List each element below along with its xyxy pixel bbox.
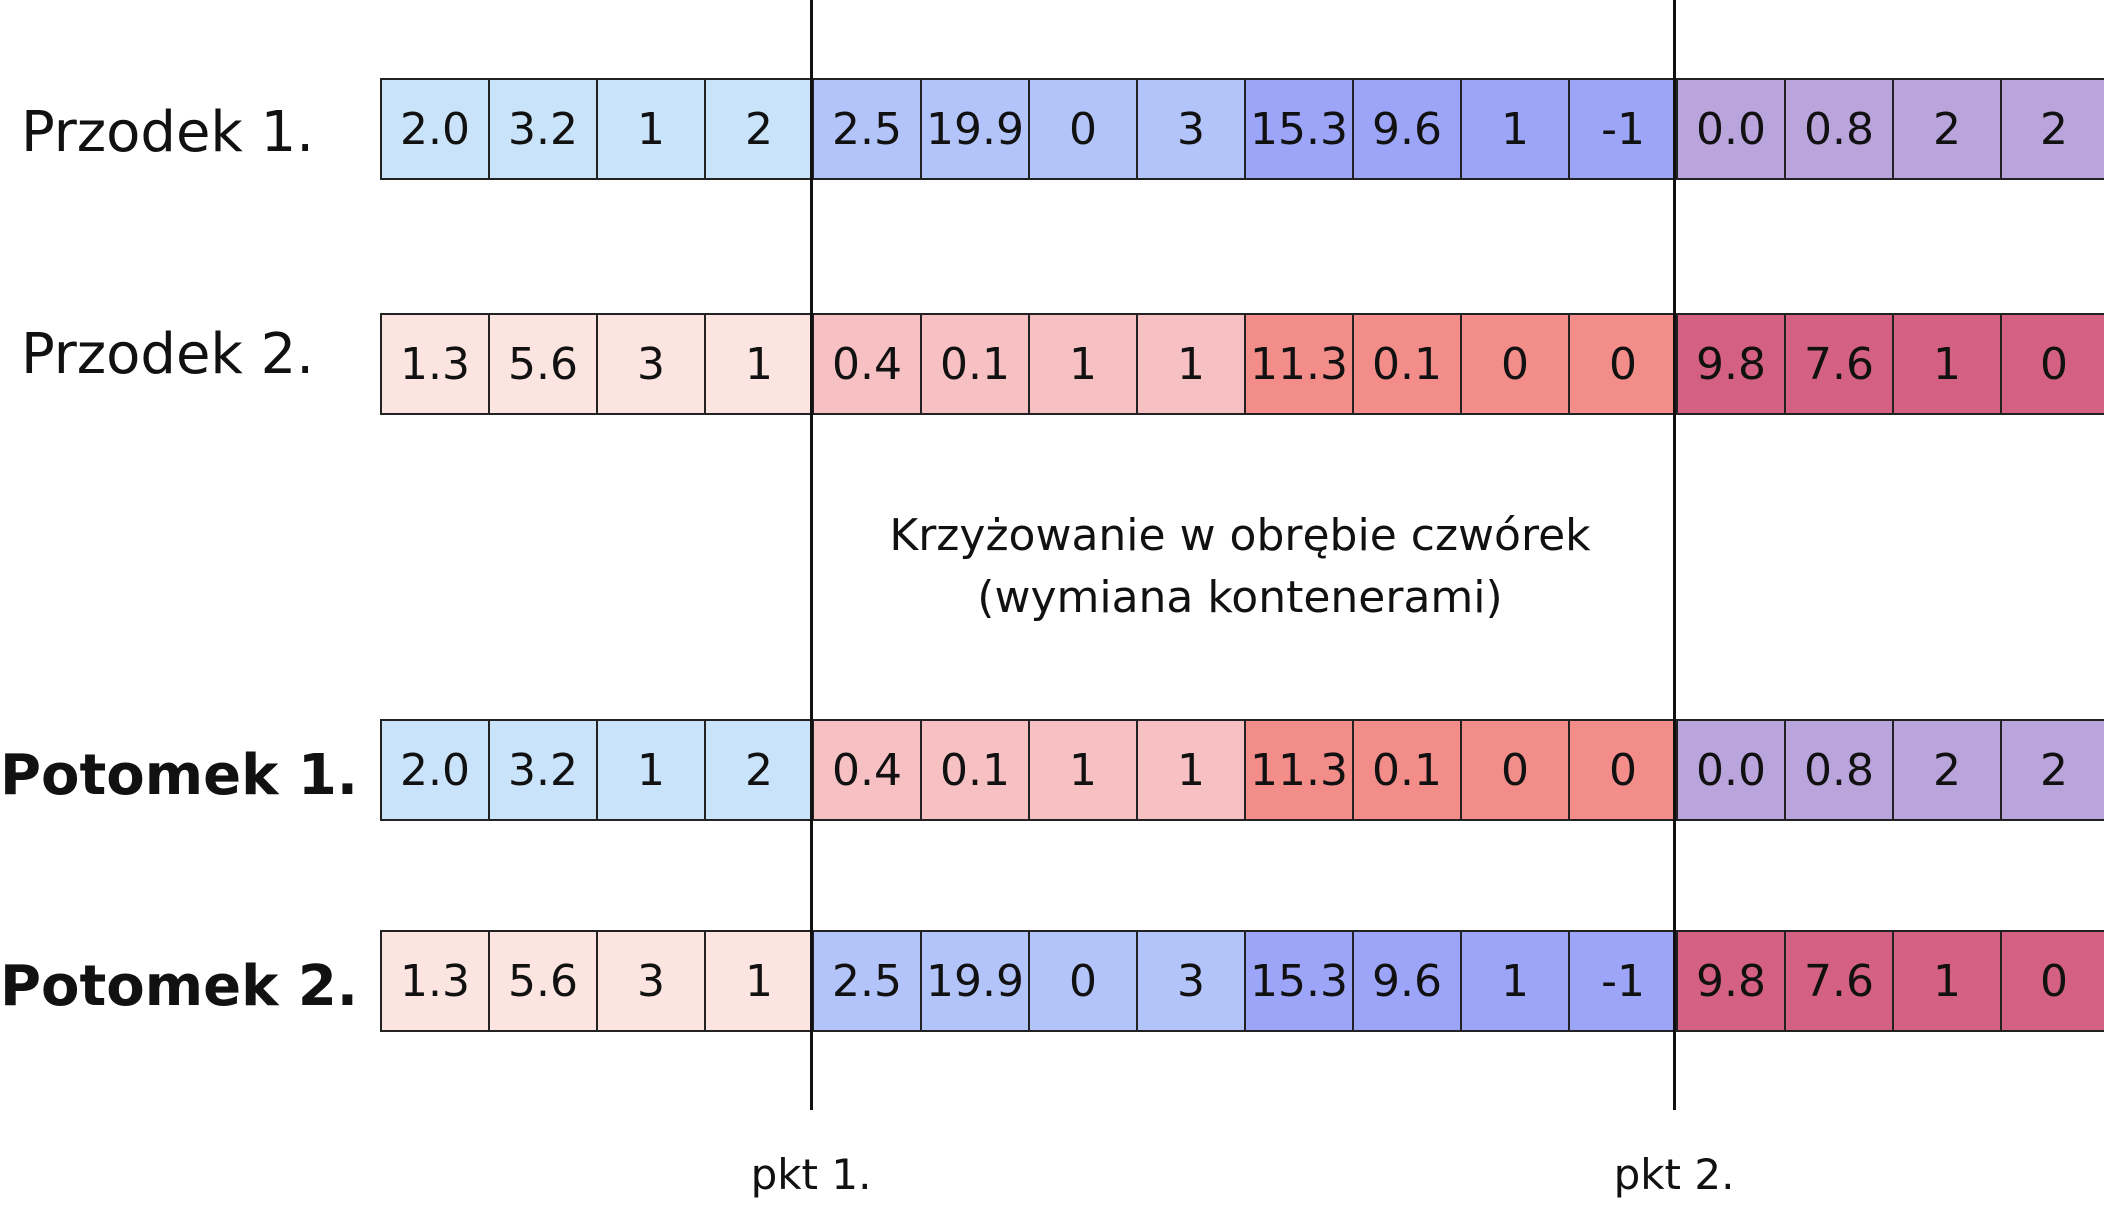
gene-cell: 0.1	[1352, 315, 1460, 413]
gene-cell: -1	[1568, 80, 1676, 178]
gene-cell: 1	[1136, 315, 1244, 413]
gene-cell: 2.5	[812, 80, 920, 178]
gene-cell: 0	[1568, 315, 1676, 413]
gene-cell: 1	[704, 932, 812, 1030]
gene-cell: 15.3	[1244, 932, 1352, 1030]
gene-cell: 0.8	[1784, 721, 1892, 819]
gene-cell: 1	[596, 721, 704, 819]
gene-cell: 0	[1028, 932, 1136, 1030]
gene-cell: 0.0	[1676, 721, 1784, 819]
chromosome-przodek-2: 1.3 5.6 3 1 0.4 0.1 1 1 11.3 0.1 0 0 9.8 7.6 1 0	[380, 313, 2104, 415]
gene-cell: 19.9	[920, 80, 1028, 178]
chromosome-potomek-2: 1.3 5.6 3 1 2.5 19.9 0 3 15.3 9.6 1 -1 9.8 7.6 1 0	[380, 930, 2104, 1032]
gene-cell: 15.3	[1244, 80, 1352, 178]
gene-cell: 2.5	[812, 932, 920, 1030]
gene-cell: 5.6	[488, 932, 596, 1030]
gene-cell: 7.6	[1784, 932, 1892, 1030]
gene-cell: 1	[1892, 932, 2000, 1030]
gene-cell: 1.3	[380, 932, 488, 1030]
gene-cell: 5.6	[488, 315, 596, 413]
cut-line-1	[810, 0, 813, 1110]
gene-cell: 2	[2000, 80, 2104, 178]
chromosome-przodek-1: 2.0 3.2 1 2 2.5 19.9 0 3 15.3 9.6 1 -1 0.0 0.8 2 2	[380, 78, 2104, 180]
gene-cell: 1	[1028, 721, 1136, 819]
gene-cell: 0.1	[920, 315, 1028, 413]
gene-cell: 0	[2000, 932, 2104, 1030]
cut-line-2	[1673, 0, 1676, 1110]
gene-cell: 0	[2000, 315, 2104, 413]
gene-cell: 0.4	[812, 315, 920, 413]
caption-line-2: (wymiana kontenerami)	[977, 572, 1503, 623]
gene-cell: 3	[1136, 932, 1244, 1030]
gene-cell: -1	[1568, 932, 1676, 1030]
gene-cell: 0.1	[1352, 721, 1460, 819]
gene-cell: 0.0	[1676, 80, 1784, 178]
gene-cell: 7.6	[1784, 315, 1892, 413]
gene-cell: 2.0	[380, 80, 488, 178]
chromosome-potomek-1: 2.0 3.2 1 2 0.4 0.1 1 1 11.3 0.1 0 0 0.0 0.8 2 2	[380, 719, 2104, 821]
gene-cell: 0.1	[920, 721, 1028, 819]
gene-cell: 0	[1460, 721, 1568, 819]
gene-cell: 2	[1892, 721, 2000, 819]
gene-cell: 11.3	[1244, 721, 1352, 819]
gene-cell: 1	[1136, 721, 1244, 819]
gene-cell: 2	[704, 80, 812, 178]
row-label-przodek-2: Przodek 2.	[20, 322, 315, 387]
caption-line-1: Krzyżowanie w obrębie czwórek	[889, 510, 1591, 561]
gene-cell: 0.8	[1784, 80, 1892, 178]
gene-cell: 0	[1460, 315, 1568, 413]
gene-cell: 0	[1568, 721, 1676, 819]
gene-cell: 2	[2000, 721, 2104, 819]
gene-cell: 2	[704, 721, 812, 819]
gene-cell: 1	[596, 80, 704, 178]
gene-cell: 3	[1136, 80, 1244, 178]
gene-cell: 19.9	[920, 932, 1028, 1030]
gene-cell: 0	[1028, 80, 1136, 178]
crossover-caption: Krzyżowanie w obrębie czwórek (wymiana k…	[880, 505, 1600, 629]
gene-cell: 3.2	[488, 721, 596, 819]
gene-cell: 1.3	[380, 315, 488, 413]
gene-cell: 2.0	[380, 721, 488, 819]
cut-label-2: pkt 2.	[1613, 1150, 1735, 1199]
gene-cell: 2	[1892, 80, 2000, 178]
row-label-potomek-2: Potomek 2.	[0, 954, 359, 1019]
gene-cell: 1	[1892, 315, 2000, 413]
gene-cell: 11.3	[1244, 315, 1352, 413]
gene-cell: 9.8	[1676, 932, 1784, 1030]
gene-cell: 1	[1028, 315, 1136, 413]
gene-cell: 1	[1460, 932, 1568, 1030]
gene-cell: 3.2	[488, 80, 596, 178]
gene-cell: 0.4	[812, 721, 920, 819]
cut-label-1: pkt 1.	[750, 1150, 872, 1199]
gene-cell: 1	[1460, 80, 1568, 178]
gene-cell: 1	[704, 315, 812, 413]
row-label-potomek-1: Potomek 1.	[0, 743, 359, 808]
row-label-przodek-1: Przodek 1.	[20, 100, 315, 165]
gene-cell: 9.6	[1352, 80, 1460, 178]
gene-cell: 9.6	[1352, 932, 1460, 1030]
gene-cell: 3	[596, 932, 704, 1030]
gene-cell: 9.8	[1676, 315, 1784, 413]
gene-cell: 3	[596, 315, 704, 413]
